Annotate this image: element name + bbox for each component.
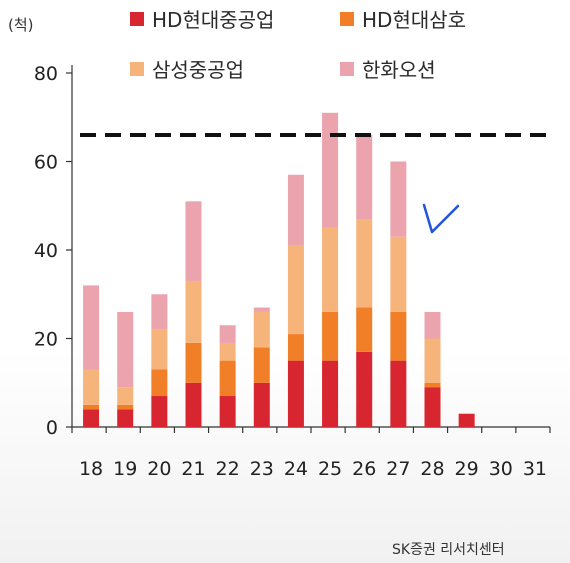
bar-segment-series-3: [287, 245, 304, 335]
bar-segment-series-2: [424, 382, 441, 388]
x-tick-label: 30: [489, 458, 513, 480]
bar-segment-series-4: [287, 174, 304, 246]
y-tick-label: 80: [34, 63, 58, 85]
bar-segment-series-4: [322, 112, 339, 228]
x-tick-label: 26: [352, 458, 376, 480]
x-tick-label: 27: [386, 458, 410, 480]
legend-swatch-samsung-heavy: [130, 61, 144, 76]
x-tick-label: 19: [113, 458, 137, 480]
legend-swatch-hanwha-ocean: [340, 61, 354, 76]
source-note: SK증권 리서치센터: [392, 542, 505, 558]
bar-segment-series-3: [356, 219, 373, 308]
x-tick-label: 21: [181, 458, 205, 480]
bar-segment-series-3: [151, 329, 168, 370]
bar-segment-series-2: [117, 404, 134, 410]
bar-segment-series-3: [117, 387, 134, 405]
bar-segment-series-3: [424, 338, 441, 383]
x-tick-label: 29: [455, 458, 479, 480]
bar-segment-series-3: [253, 311, 270, 348]
legend-item-hd-heavy: HD현대중공업: [130, 4, 274, 33]
bar-segment-series-2: [219, 360, 236, 397]
bar-segment-series-1: [219, 396, 236, 427]
legend-swatch-hd-samho: [340, 11, 354, 26]
bar-segment-series-4: [185, 201, 202, 281]
legend-item-samsung-heavy: 삼성중공업: [130, 54, 244, 83]
x-tick-label: 25: [318, 458, 342, 480]
y-tick-label: 0: [46, 417, 58, 439]
legend-swatch-hd-heavy: [130, 11, 144, 26]
bar-segment-series-1: [185, 382, 202, 427]
bar-segment-series-1: [117, 409, 134, 427]
bar-segment-series-3: [185, 280, 202, 343]
bar-segment-series-4: [390, 161, 407, 237]
bar-segment-series-1: [253, 382, 270, 427]
x-tick-label: 31: [523, 458, 547, 480]
bar-segment-series-2: [83, 404, 100, 410]
bar-segment-series-1: [390, 360, 407, 427]
x-tick-label: 23: [250, 458, 274, 480]
bar-segment-series-2: [185, 342, 202, 383]
bar-segment-series-1: [356, 351, 373, 427]
bar-segment-series-3: [219, 342, 236, 361]
tick-labels: 0 20 40 60 80 18 19 20 21 22 23 24 25 26 27 28 29 30 31: [34, 63, 547, 480]
y-tick-label: 60: [34, 152, 58, 174]
bar-segment-series-2: [253, 347, 270, 383]
x-tick-label: 18: [79, 458, 103, 480]
bar-segment-series-2: [390, 311, 407, 361]
x-tick-label: 20: [147, 458, 171, 480]
bar-segment-series-4: [253, 307, 270, 312]
bar-segment-series-1: [151, 396, 168, 427]
bar-segment-series-2: [322, 311, 339, 361]
legend-label-samsung-heavy: 삼성중공업: [152, 58, 244, 82]
legend-label-hd-heavy: HD현대중공업: [152, 8, 275, 32]
bar-segment-series-2: [151, 369, 168, 397]
legend-item-hanwha-ocean: 한화오션: [340, 54, 436, 83]
legend-item-hd-samho: HD현대삼호: [340, 4, 466, 33]
axes: [66, 65, 551, 433]
x-tick-label: 28: [420, 458, 444, 480]
x-tick-label: 22: [216, 458, 240, 480]
y-tick-label: 40: [34, 240, 58, 262]
legend-label-hanwha-ocean: 한화오션: [362, 58, 436, 82]
bar-segment-series-1: [287, 360, 304, 427]
y-axis-unit-label: (척): [8, 16, 34, 34]
bar-segment-series-4: [117, 311, 134, 388]
bar-segment-series-2: [287, 334, 304, 361]
bar-stacks: [83, 112, 475, 427]
bar-segment-series-4: [356, 134, 373, 220]
bar-segment-series-4: [151, 294, 168, 330]
handwritten-check-mark: [422, 203, 460, 234]
bar-segment-series-3: [83, 369, 100, 405]
bar-segment-series-4: [219, 325, 236, 343]
y-tick-label: 20: [34, 329, 58, 351]
bar-segment-series-1: [458, 413, 475, 427]
bar-segment-series-2: [356, 307, 373, 352]
bar-segment-series-1: [424, 387, 441, 427]
x-tick-label: 24: [284, 458, 308, 480]
bar-segment-series-1: [83, 409, 100, 427]
bar-segment-series-3: [322, 227, 339, 312]
bar-segment-series-4: [83, 285, 100, 370]
bar-segment-series-4: [424, 311, 441, 339]
bar-segment-series-1: [322, 360, 339, 427]
legend-label-hd-samho: HD현대삼호: [362, 8, 467, 32]
bar-segment-series-3: [390, 236, 407, 312]
